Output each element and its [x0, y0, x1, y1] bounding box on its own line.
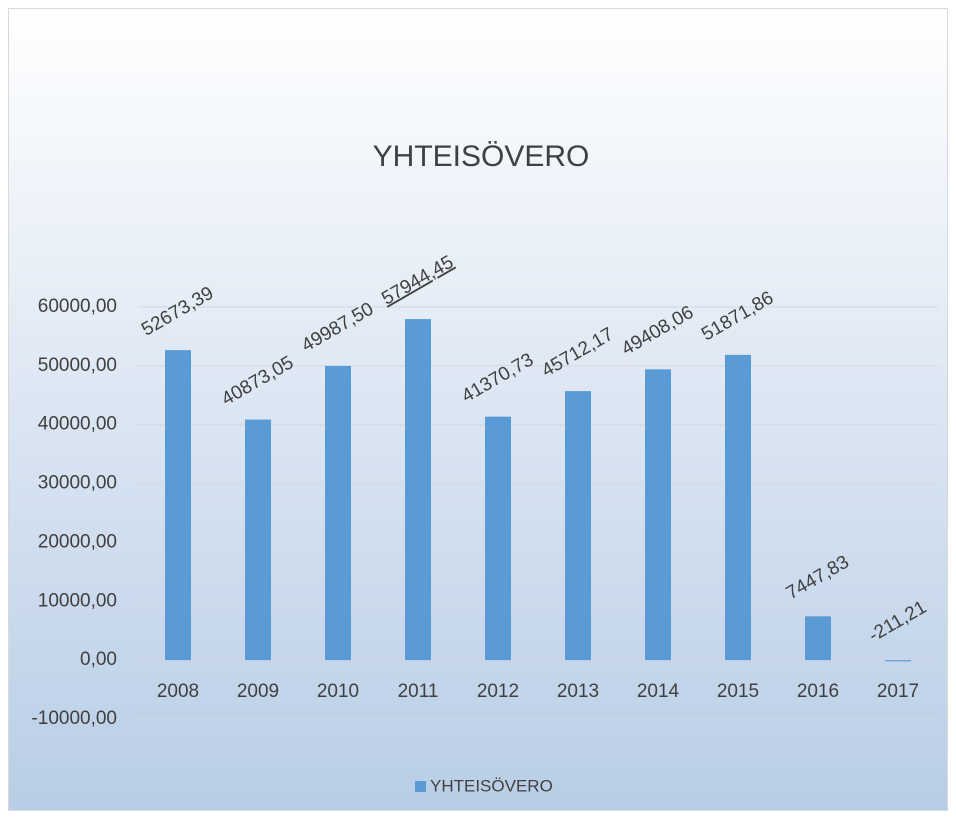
x-tick-label: 2010	[317, 681, 359, 702]
bar	[325, 365, 351, 661]
bar	[485, 416, 511, 661]
y-tick-label: 40000,00	[38, 414, 117, 435]
bar	[885, 660, 911, 662]
legend-swatch	[415, 781, 426, 792]
y-tick-label: 60000,00	[38, 296, 117, 317]
bar	[245, 419, 271, 661]
y-tick-label: 50000,00	[38, 355, 117, 376]
x-tick-label: 2013	[557, 681, 599, 702]
x-tick-label: 2008	[157, 681, 199, 702]
bar	[405, 319, 431, 661]
y-tick-label: 0,00	[80, 649, 117, 670]
y-tick-label: 10000,00	[38, 590, 117, 611]
x-tick-label: 2017	[877, 681, 919, 702]
x-tick-label: 2011	[398, 681, 439, 702]
bar	[725, 354, 751, 661]
y-tick-label: -10000,00	[31, 708, 117, 729]
x-tick-label: 2012	[477, 681, 519, 702]
bar	[565, 391, 591, 661]
x-tick-label: 2015	[717, 681, 759, 702]
bar	[805, 616, 831, 661]
y-tick-label: 30000,00	[38, 473, 117, 494]
legend-label: YHTEISÖVERO	[430, 776, 553, 795]
chart-title: YHTEISÖVERO	[373, 140, 590, 173]
x-tick-label: 2016	[797, 681, 839, 702]
x-tick-label: 2014	[637, 681, 680, 702]
bar	[645, 369, 671, 661]
bar	[165, 350, 191, 661]
x-tick-label: 2009	[237, 681, 279, 702]
y-tick-label: 20000,00	[38, 531, 117, 552]
